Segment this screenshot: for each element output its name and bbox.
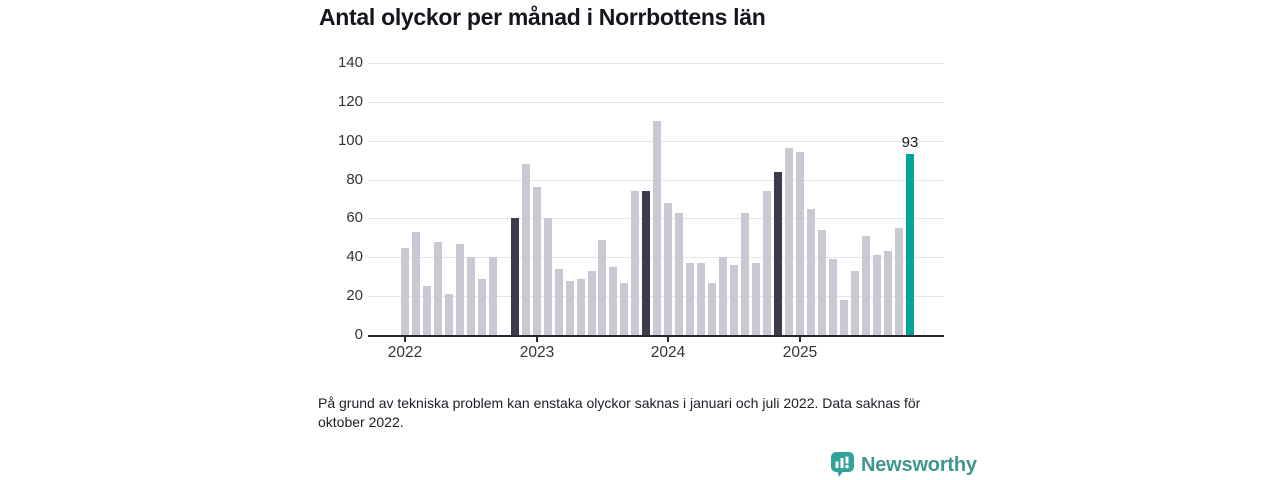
bar-2023-08 bbox=[609, 267, 617, 335]
plot-area: 2022 2023 2024 2025 93 bbox=[368, 63, 944, 361]
bar-2022-03 bbox=[423, 286, 431, 335]
bar-2022-01 bbox=[401, 248, 409, 335]
bar-2024-01 bbox=[664, 203, 672, 335]
bar-2025-01 bbox=[796, 152, 804, 335]
gridline-140 bbox=[368, 63, 944, 64]
x-tick-2023 bbox=[535, 335, 538, 342]
footnote: På grund av tekniska problem kan enstaka… bbox=[318, 394, 920, 432]
bar-2023-10 bbox=[631, 191, 639, 335]
bar-2023-05 bbox=[577, 279, 585, 335]
footnote-line1: På grund av tekniska problem kan enstaka… bbox=[318, 395, 921, 411]
bar-2022-09 bbox=[489, 257, 497, 335]
bar-2022-06 bbox=[456, 244, 464, 335]
bar-2022-11 bbox=[511, 218, 519, 335]
bar-2022-05 bbox=[445, 294, 453, 335]
y-tick-label-80: 80 bbox=[346, 171, 363, 188]
bar-2025-03 bbox=[818, 230, 826, 335]
bar-2025-09 bbox=[884, 251, 892, 335]
y-tick-label-0: 0 bbox=[354, 326, 363, 343]
y-tick-label-60: 60 bbox=[346, 209, 363, 226]
bar-2025-10 bbox=[895, 228, 903, 335]
bar-2025-07 bbox=[862, 236, 870, 335]
y-tick-label-20: 20 bbox=[346, 287, 363, 304]
x-tick-2022 bbox=[404, 335, 406, 342]
y-tick-label-140: 140 bbox=[337, 54, 363, 71]
bar-2023-04 bbox=[566, 281, 574, 335]
bar-2024-09 bbox=[752, 263, 760, 335]
value-label-2025-11: 93 bbox=[901, 134, 919, 151]
gridline-120 bbox=[368, 102, 944, 103]
bar-2025-05 bbox=[840, 300, 848, 335]
x-tick-label-2024: 2024 bbox=[650, 344, 686, 361]
bar-2022-08 bbox=[478, 279, 486, 335]
newsworthy-bubble-chart-icon bbox=[831, 452, 854, 477]
x-tick-label-2023: 2023 bbox=[519, 344, 555, 361]
bar-2022-12 bbox=[522, 164, 530, 335]
newsworthy-logo[interactable]: Newsworthy bbox=[831, 452, 977, 478]
bar-2025-08 bbox=[873, 255, 881, 335]
bar-2024-06 bbox=[719, 257, 727, 335]
bar-2025-06 bbox=[851, 271, 859, 335]
bar-2024-11 bbox=[774, 172, 782, 335]
bar-2024-07 bbox=[730, 265, 738, 335]
y-tick-label-120: 120 bbox=[337, 93, 363, 110]
newsworthy-wordmark[interactable]: Newsworthy bbox=[861, 453, 977, 476]
bar-2025-11 bbox=[906, 154, 914, 335]
bar-2023-11 bbox=[642, 191, 650, 335]
bar-2024-02 bbox=[675, 213, 683, 335]
y-axis: 0 20 40 60 80 100 120 140 bbox=[295, 0, 363, 480]
x-tick-2024 bbox=[667, 335, 670, 342]
x-tick-label-2025: 2025 bbox=[782, 344, 818, 361]
y-tick-label-40: 40 bbox=[346, 248, 363, 265]
bar-2022-04 bbox=[434, 242, 442, 335]
bar-2024-08 bbox=[741, 213, 749, 335]
bar-2023-01 bbox=[533, 187, 541, 335]
bar-2023-06 bbox=[588, 271, 596, 335]
bar-2023-12 bbox=[653, 121, 661, 335]
bar-2025-02 bbox=[807, 209, 815, 335]
bar-2023-02 bbox=[544, 218, 552, 335]
bar-2023-03 bbox=[555, 269, 563, 335]
bar-2025-04 bbox=[829, 259, 837, 335]
x-tick-2025 bbox=[798, 335, 801, 342]
bar-2024-04 bbox=[697, 263, 705, 335]
bar-2024-03 bbox=[686, 263, 694, 335]
x-axis-line bbox=[368, 335, 944, 337]
footnote-line2: oktober 2022. bbox=[318, 414, 404, 430]
x-tick-label-2022: 2022 bbox=[387, 344, 423, 361]
y-tick-label-100: 100 bbox=[337, 132, 363, 149]
bar-2023-09 bbox=[620, 283, 628, 335]
chart-title: Antal olyckor per månad i Norrbottens lä… bbox=[319, 4, 766, 30]
bar-2023-07 bbox=[598, 240, 606, 335]
bar-2024-05 bbox=[708, 283, 716, 335]
bar-2024-10 bbox=[763, 191, 771, 335]
bar-2022-02 bbox=[412, 232, 420, 335]
bar-2022-07 bbox=[467, 257, 475, 335]
bar-2024-12 bbox=[785, 148, 793, 335]
